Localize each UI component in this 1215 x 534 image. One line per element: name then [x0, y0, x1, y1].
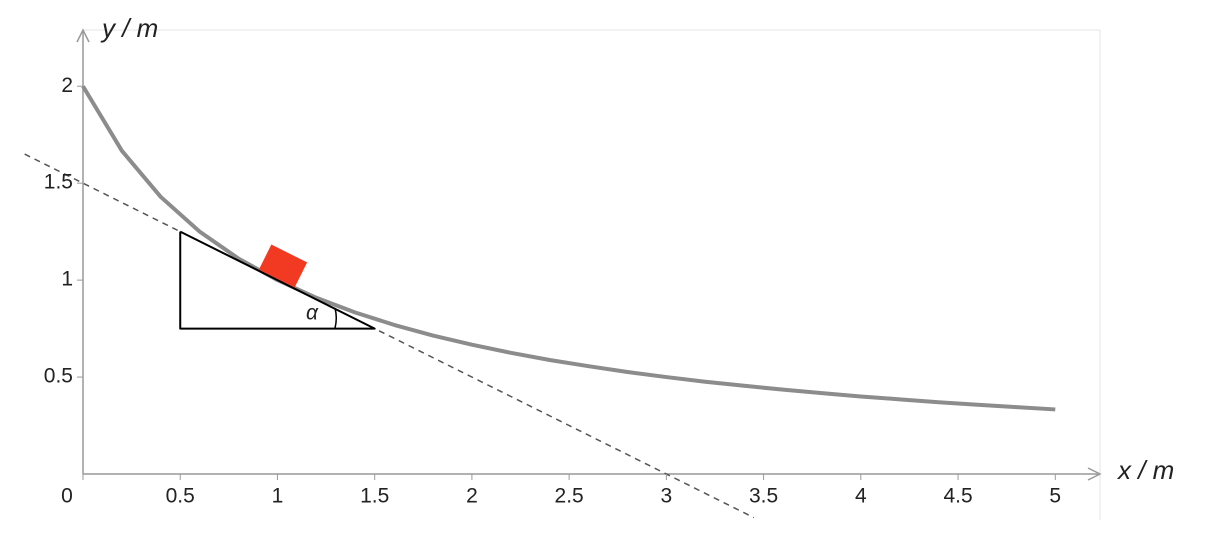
y-axis-arrow: [76, 28, 90, 43]
x-tick-label: 5: [1049, 485, 1061, 508]
x-tick-label: 2.5: [555, 485, 584, 508]
y-tick-label: 1: [61, 268, 73, 291]
angle-arc: [334, 307, 338, 329]
series-line: [179, 230, 376, 330]
x-tick-label: 4: [855, 485, 867, 508]
x-tick-label: 3.5: [749, 485, 778, 508]
series-line: [24, 153, 755, 519]
x-tick-label: 0: [61, 485, 73, 508]
y-axis-title: y / m: [100, 13, 158, 43]
x-axis-arrow: [1087, 467, 1102, 481]
x-tick-label: 0.5: [166, 485, 195, 508]
angle-label: α: [306, 302, 319, 325]
y-tick-label: 0.5: [44, 365, 73, 388]
y-tick-label: 1.5: [44, 171, 73, 194]
y-tick-label: 2: [61, 74, 73, 97]
x-axis-title: x / m: [1116, 455, 1174, 485]
series-line: [81, 85, 1056, 412]
x-tick-label: 3: [661, 485, 673, 508]
x-tick-label: 4.5: [943, 485, 972, 508]
block: [258, 244, 308, 288]
x-tick-label: 1.5: [360, 485, 389, 508]
plot-area: [24, 85, 1056, 519]
x-tick-label: 2: [466, 485, 478, 508]
x-tick-label: 1: [272, 485, 284, 508]
